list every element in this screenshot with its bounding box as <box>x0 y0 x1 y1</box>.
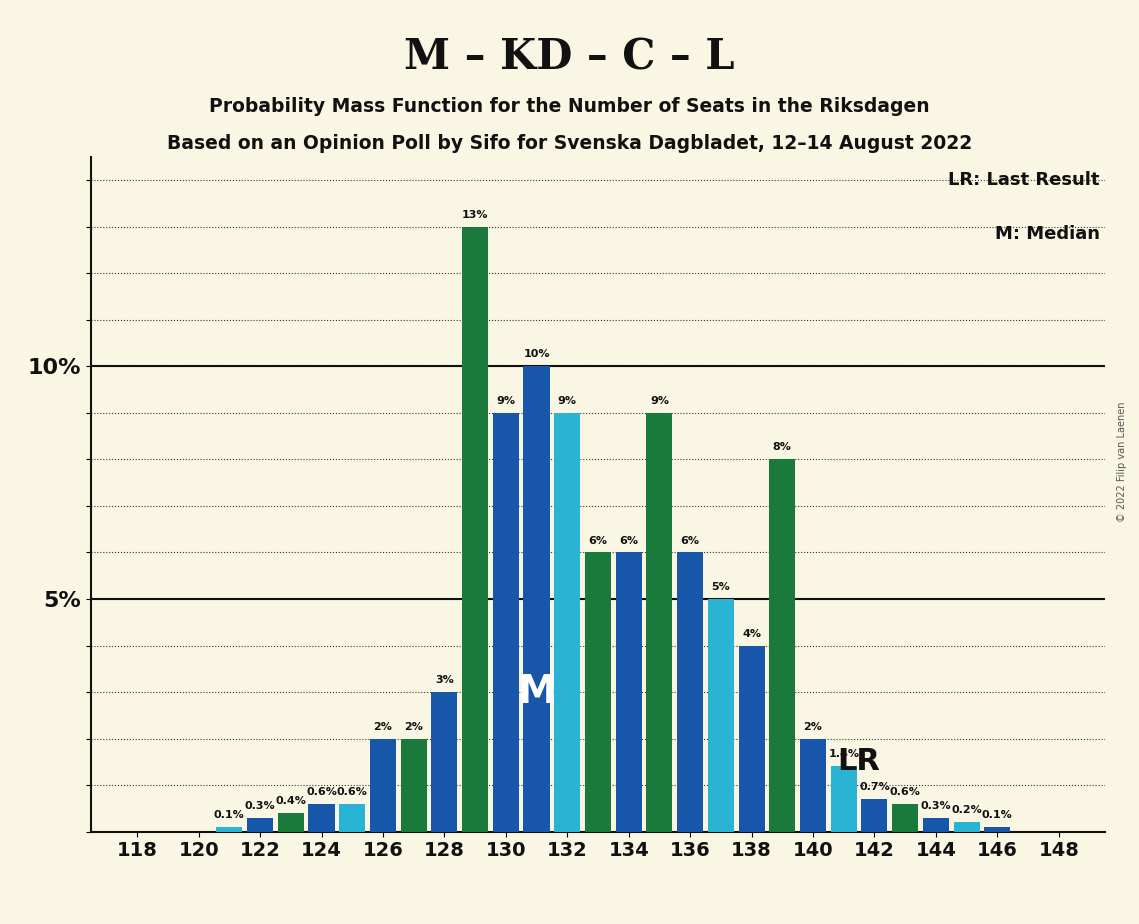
Text: 9%: 9% <box>497 396 515 406</box>
Text: 0.6%: 0.6% <box>337 786 368 796</box>
Text: 5%: 5% <box>712 582 730 592</box>
Text: 4%: 4% <box>743 628 761 638</box>
Text: 8%: 8% <box>773 443 792 453</box>
Text: 13%: 13% <box>461 210 489 220</box>
Bar <box>432 692 458 832</box>
Text: 0.6%: 0.6% <box>306 786 337 796</box>
Bar <box>830 767 857 832</box>
Bar <box>278 813 304 832</box>
Bar <box>738 646 764 832</box>
Bar <box>401 738 427 832</box>
Text: 0.1%: 0.1% <box>982 810 1013 820</box>
Bar <box>585 553 611 832</box>
Bar <box>309 804 335 832</box>
Bar <box>216 827 243 832</box>
Bar <box>555 413 580 832</box>
Text: © 2022 Filip van Laenen: © 2022 Filip van Laenen <box>1117 402 1126 522</box>
Bar <box>707 599 734 832</box>
Bar <box>247 818 273 832</box>
Text: 6%: 6% <box>681 536 699 545</box>
Text: 0.6%: 0.6% <box>890 786 920 796</box>
Bar <box>462 227 489 832</box>
Bar <box>339 804 366 832</box>
Text: 1.4%: 1.4% <box>828 749 859 760</box>
Bar <box>493 413 519 832</box>
Text: 0.3%: 0.3% <box>245 801 276 810</box>
Text: 2%: 2% <box>374 722 392 732</box>
Bar <box>953 822 980 832</box>
Text: 0.3%: 0.3% <box>920 801 951 810</box>
Text: M: M <box>517 673 556 711</box>
Bar <box>677 553 703 832</box>
Text: 3%: 3% <box>435 675 453 685</box>
Bar <box>892 804 918 832</box>
Bar <box>861 799 887 832</box>
Bar <box>984 827 1010 832</box>
Bar <box>646 413 672 832</box>
Text: 6%: 6% <box>620 536 638 545</box>
Text: 0.4%: 0.4% <box>276 796 306 806</box>
Text: M – KD – C – L: M – KD – C – L <box>404 37 735 79</box>
Bar <box>370 738 396 832</box>
Bar <box>800 738 826 832</box>
Bar <box>616 553 641 832</box>
Text: 2%: 2% <box>404 722 423 732</box>
Text: 2%: 2% <box>804 722 822 732</box>
Text: LR: Last Result: LR: Last Result <box>949 171 1100 188</box>
Bar <box>524 367 550 832</box>
Text: Based on an Opinion Poll by Sifo for Svenska Dagbladet, 12–14 August 2022: Based on an Opinion Poll by Sifo for Sve… <box>167 134 972 153</box>
Bar <box>923 818 949 832</box>
Text: 0.2%: 0.2% <box>951 806 982 815</box>
Text: 0.1%: 0.1% <box>214 810 245 820</box>
Text: M: Median: M: Median <box>994 225 1100 242</box>
Text: 9%: 9% <box>558 396 576 406</box>
Text: Probability Mass Function for the Number of Seats in the Riksdagen: Probability Mass Function for the Number… <box>210 97 929 116</box>
Text: 9%: 9% <box>650 396 669 406</box>
Bar <box>769 459 795 832</box>
Text: 0.7%: 0.7% <box>859 782 890 792</box>
Text: LR: LR <box>837 748 880 776</box>
Text: 10%: 10% <box>523 349 550 359</box>
Text: 6%: 6% <box>589 536 607 545</box>
